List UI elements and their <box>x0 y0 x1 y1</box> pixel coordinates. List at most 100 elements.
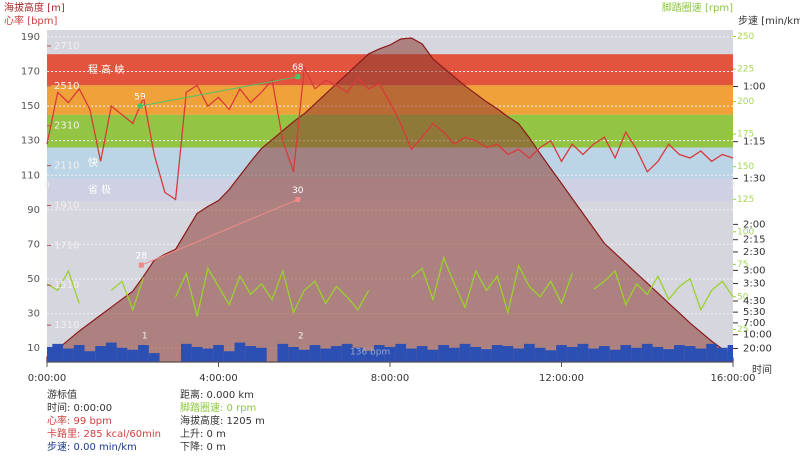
pace-bar <box>245 346 257 362</box>
annotation-link <box>141 198 299 266</box>
info-row: 海拔高度: 1205 m <box>180 414 265 427</box>
pace-tick-label: 5:30 <box>743 307 765 318</box>
pace-bar <box>148 353 160 362</box>
hr-tick-label: 110 <box>21 170 40 181</box>
pace-bar <box>545 350 557 362</box>
pace-bar <box>588 348 600 362</box>
pace-bar <box>684 346 696 362</box>
info-row: 步速: 0.00 min/km <box>47 441 137 453</box>
series-line <box>46 65 734 201</box>
hr-tick-label: 90 <box>27 205 40 216</box>
pace-bar <box>716 347 728 362</box>
altitude-tick-label: 2710 <box>54 41 79 52</box>
pace-bar <box>202 348 214 362</box>
pace-bar <box>727 345 733 362</box>
pace-bar <box>223 351 235 362</box>
hr-tick-label: 170 <box>21 67 40 78</box>
info-title: 游标值 <box>47 388 77 401</box>
pace-bar <box>566 346 578 362</box>
pace-bar <box>620 345 632 362</box>
x-tick-label: 4:00:00 <box>199 373 238 384</box>
pace-bar <box>105 342 117 362</box>
pace-tick-label: 3:30 <box>743 278 765 289</box>
pace-bar <box>191 346 203 362</box>
pace-tick-label: 4:30 <box>743 296 765 307</box>
pace-bar <box>674 345 685 362</box>
cadence-tick-label: 75 <box>737 260 748 270</box>
altitude-tick-label: 1310 <box>54 320 79 331</box>
pace-bar <box>73 345 85 362</box>
pace-bar <box>256 347 267 362</box>
pace-bar <box>395 343 407 362</box>
altitude-tick-label: 1910 <box>54 200 79 211</box>
pace-bar <box>695 348 707 362</box>
pace-bar <box>491 345 503 362</box>
pace-bar <box>459 343 471 362</box>
pace-bar <box>277 343 289 362</box>
hr-tick-label: 50 <box>27 274 40 285</box>
pace-bar <box>352 347 364 362</box>
pace-bar <box>641 343 653 362</box>
pace-tick-label: 2:00 <box>743 219 765 230</box>
pace-bar <box>116 347 128 362</box>
altitude-tick-label: 2510 <box>54 81 79 92</box>
info-row: 下降: 0 m <box>180 440 226 453</box>
altitude-tick-label: 1510 <box>54 280 79 291</box>
cadence-tick-label: 100 <box>737 227 754 237</box>
altitude-tick-label: 1710 <box>54 240 79 251</box>
pace-bar <box>309 345 321 362</box>
hr-tick-label: 150 <box>21 101 40 112</box>
cadence-tick-label: 25 <box>737 325 748 335</box>
pace-bar <box>341 343 353 362</box>
pace-bar <box>331 346 342 362</box>
pace-bar <box>127 349 139 362</box>
pace-bar <box>84 351 96 362</box>
pace-bar <box>599 346 610 362</box>
series-line <box>46 255 734 317</box>
pace-bar <box>448 347 460 362</box>
pace-bar <box>213 345 224 362</box>
lap-label: 3 <box>730 181 736 191</box>
pace-bar <box>481 349 492 362</box>
annotation-link <box>139 76 298 107</box>
cadence-tick-label: 250 <box>737 32 754 42</box>
hr-tick-label: 130 <box>21 136 40 147</box>
x-tick-label: 12:00:00 <box>539 373 584 384</box>
pace-tick-label: 2:30 <box>743 247 765 258</box>
pace-bar <box>427 349 439 362</box>
pace-bar <box>706 343 717 362</box>
info-row: 脚踏圈速: 0 rpm <box>180 401 256 414</box>
pace-tick-label: 1:15 <box>743 137 765 148</box>
pace-bar <box>556 345 567 362</box>
altitude-axis-title: 海拔高度 [m] <box>4 1 65 14</box>
cadence-tick-label: 225 <box>737 65 754 75</box>
pace-bar <box>234 342 246 362</box>
cadence-tick-label: 50 <box>737 292 749 302</box>
pace-bar <box>416 346 428 362</box>
pace-tick-label: 7:00 <box>743 318 765 329</box>
pace-bar <box>320 348 332 362</box>
pace-tick-label: 2:15 <box>743 235 765 246</box>
zone-label: 程 高 峡 <box>88 63 124 76</box>
x-tick-label: 0:00:00 <box>28 373 67 384</box>
annotation-marker <box>295 196 301 202</box>
cadence-tick-label: 175 <box>737 130 754 140</box>
cadence-axis-title: 脚踏圈速 [rpm] <box>662 1 733 14</box>
pace-bar <box>663 349 675 362</box>
pace-bar <box>63 348 74 362</box>
altitude-tick-label: 2110 <box>54 161 79 172</box>
annotation-marker <box>138 262 144 268</box>
x-axis-title: 时间 <box>752 363 772 376</box>
annotation-label: 28 <box>136 252 148 262</box>
pace-tick-label: 10:00 <box>743 330 772 341</box>
pace-bar <box>52 343 64 362</box>
pace-bar <box>523 343 535 362</box>
zone-label: 快 <box>88 157 98 169</box>
pace-bar <box>470 346 482 362</box>
hr-tick-label: 30 <box>27 309 40 320</box>
lap-label: 2 <box>298 332 304 342</box>
pace-bar <box>406 348 417 362</box>
annotation-marker <box>295 74 301 80</box>
lap-label: 1 <box>142 332 148 342</box>
